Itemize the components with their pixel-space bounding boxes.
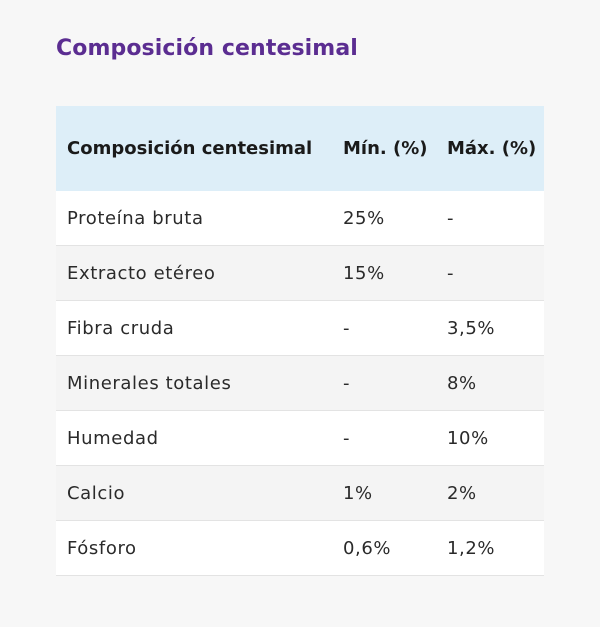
cell-max: 2% (447, 482, 477, 504)
cell-component: Proteína bruta (67, 207, 204, 229)
cell-min: 15% (343, 262, 385, 284)
table-row: Extracto etéreo 15% - (56, 245, 544, 301)
cell-max: - (447, 262, 455, 284)
cell-max: - (447, 207, 455, 229)
table-row: Minerales totales - 8% (56, 355, 544, 411)
cell-component: Calcio (67, 482, 126, 504)
column-header-min: Mín. (%) (343, 138, 428, 159)
cell-max: 1,2% (447, 537, 496, 559)
cell-max: 8% (447, 372, 477, 394)
composition-table: Composición centesimal Mín. (%) Máx. (%)… (56, 106, 544, 576)
cell-min: 25% (343, 207, 385, 229)
cell-min: - (343, 317, 351, 339)
cell-component: Fósforo (67, 537, 137, 559)
cell-component: Minerales totales (67, 372, 232, 394)
cell-min: - (343, 372, 351, 394)
cell-component: Humedad (67, 427, 159, 449)
table-header-row: Composición centesimal Mín. (%) Máx. (%) (56, 106, 544, 191)
cell-min: - (343, 427, 351, 449)
table-body: Proteína bruta 25% - Extracto etéreo 15%… (56, 191, 544, 576)
cell-max: 3,5% (447, 317, 496, 339)
table-row: Fósforo 0,6% 1,2% (56, 520, 544, 576)
table-row: Humedad - 10% (56, 410, 544, 466)
cell-min: 0,6% (343, 537, 392, 559)
cell-component: Fibra cruda (67, 317, 175, 339)
column-header-composition: Composición centesimal (67, 138, 313, 159)
composition-table-container: Composición centesimal Mín. (%) Máx. (%)… (56, 106, 544, 576)
table-row: Calcio 1% 2% (56, 465, 544, 521)
table-row: Proteína bruta 25% - (56, 191, 544, 246)
cell-component: Extracto etéreo (67, 262, 216, 284)
table-row: Fibra cruda - 3,5% (56, 300, 544, 356)
table-header: Composición centesimal Mín. (%) Máx. (%) (56, 106, 544, 191)
column-header-max: Máx. (%) (447, 138, 537, 159)
section-title: Composición centesimal (56, 36, 358, 61)
cell-max: 10% (447, 427, 489, 449)
cell-min: 1% (343, 482, 373, 504)
